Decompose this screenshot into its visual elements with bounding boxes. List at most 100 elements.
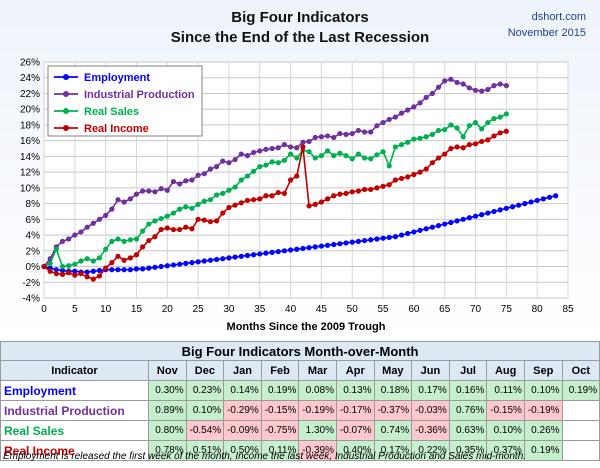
data-point <box>146 221 152 227</box>
data-point <box>121 238 127 244</box>
data-point <box>485 119 491 126</box>
table-cell: 0.19% <box>523 440 563 461</box>
data-point <box>324 196 331 202</box>
table-cell: 0.78% <box>148 440 187 461</box>
data-point <box>53 267 59 273</box>
data-point <box>214 218 220 224</box>
table-cell: -0.75% <box>260 420 300 441</box>
data-point <box>263 146 269 152</box>
data-point <box>429 160 435 166</box>
data-point <box>152 189 158 195</box>
data-point <box>201 217 207 223</box>
data-point <box>133 266 140 272</box>
data-point <box>306 203 312 209</box>
data-point <box>66 236 72 242</box>
data-point <box>66 263 72 269</box>
data-point <box>380 183 386 189</box>
data-point <box>109 260 115 266</box>
table-cell: -0.37% <box>373 400 413 421</box>
data-point <box>312 201 318 207</box>
data-point <box>281 157 288 163</box>
data-point <box>84 224 90 230</box>
data-point <box>454 125 460 131</box>
series-line <box>43 78 507 267</box>
data-point <box>226 255 232 261</box>
data-point <box>294 145 300 151</box>
data-point <box>442 78 448 84</box>
row-label: Employment <box>0 380 149 401</box>
data-point <box>195 216 201 222</box>
table-cell: 0.80% <box>148 420 187 441</box>
data-point <box>386 182 392 188</box>
data-point <box>109 206 115 212</box>
data-point <box>152 234 158 240</box>
data-point <box>90 276 96 282</box>
data-point <box>189 260 195 266</box>
data-point <box>90 220 96 226</box>
table-cell <box>561 440 600 461</box>
y-tick-label: 0% <box>26 262 41 273</box>
data-point <box>121 199 127 205</box>
data-point <box>429 131 435 137</box>
table-cell: 0.16% <box>448 380 488 401</box>
series-line <box>43 130 507 280</box>
data-point <box>287 247 294 253</box>
data-point <box>201 198 207 204</box>
data-point <box>133 252 140 258</box>
legend-label: Industrial Production <box>84 89 195 101</box>
data-point <box>275 248 281 255</box>
table-cell: 0.19% <box>260 380 300 401</box>
data-point <box>361 129 368 135</box>
data-point <box>207 197 214 203</box>
table-title: Big Four Indicators Month-over-Month <box>0 341 600 361</box>
data-point <box>257 196 263 202</box>
data-point <box>257 148 263 154</box>
data-point <box>466 215 472 221</box>
data-point <box>207 219 214 225</box>
y-tick-label: 10% <box>20 183 40 194</box>
x-tick-label: 15 <box>131 304 143 315</box>
table-cell: 0.51% <box>185 440 225 461</box>
data-point <box>78 271 84 277</box>
table-cell: 0.19% <box>561 380 600 401</box>
data-point <box>516 202 522 208</box>
data-point <box>435 223 442 229</box>
x-tick-label: 35 <box>254 304 266 315</box>
month-header: Apr <box>335 360 375 381</box>
data-point <box>318 243 325 249</box>
data-point <box>152 218 158 224</box>
data-point <box>109 238 115 244</box>
data-point <box>146 188 152 194</box>
data-point <box>84 269 90 275</box>
data-point <box>503 205 509 211</box>
data-point <box>121 267 127 273</box>
data-point <box>349 130 355 137</box>
data-point <box>312 244 318 250</box>
table-cell: -0.15% <box>260 400 300 421</box>
y-tick-label: 14% <box>20 152 40 163</box>
data-point <box>133 236 140 242</box>
data-point <box>448 122 454 128</box>
table-cell: 0.35% <box>448 440 488 461</box>
data-point <box>392 114 398 120</box>
data-point <box>491 208 497 215</box>
data-point <box>331 241 337 248</box>
table-cell: 0.10% <box>185 400 225 421</box>
data-point <box>491 83 497 89</box>
data-point <box>195 201 201 207</box>
data-point <box>448 219 454 226</box>
data-point <box>417 169 423 175</box>
data-point <box>220 210 226 216</box>
data-point <box>177 226 183 233</box>
data-point <box>300 245 306 252</box>
data-point <box>398 175 405 182</box>
data-point <box>546 194 553 200</box>
data-point <box>238 177 244 183</box>
data-point <box>72 232 78 238</box>
data-point <box>140 188 146 194</box>
data-point <box>269 145 275 152</box>
data-point <box>479 126 485 132</box>
data-point <box>96 273 103 279</box>
data-point <box>158 215 164 222</box>
data-point <box>170 210 177 216</box>
